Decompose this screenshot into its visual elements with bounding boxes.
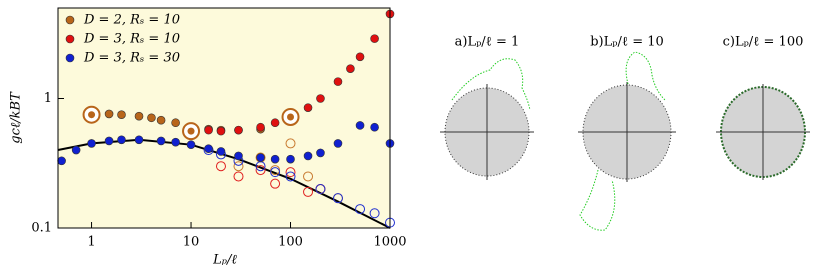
open-point bbox=[332, 193, 343, 204]
point bbox=[303, 151, 313, 161]
open-point bbox=[285, 167, 296, 178]
x-tick-label: 10 bbox=[183, 235, 200, 250]
y-axis-label: gcℓ/kBT bbox=[9, 91, 24, 144]
point bbox=[333, 77, 343, 86]
point bbox=[256, 122, 265, 132]
point bbox=[370, 34, 379, 43]
point bbox=[186, 140, 196, 149]
panel-b: b)Lₚ/ℓ = 10 bbox=[578, 35, 676, 231]
polymer bbox=[451, 58, 531, 111]
point bbox=[316, 94, 325, 103]
point bbox=[286, 154, 295, 164]
open-point bbox=[255, 165, 266, 176]
legend-marker bbox=[65, 53, 75, 63]
open-point bbox=[285, 171, 296, 182]
point bbox=[204, 125, 213, 135]
highlight-dot bbox=[187, 127, 195, 135]
point bbox=[346, 64, 355, 73]
point bbox=[234, 125, 243, 135]
point bbox=[134, 135, 144, 145]
point bbox=[234, 151, 243, 161]
x-axis-label: Lₚ/ℓ bbox=[212, 253, 237, 268]
point bbox=[104, 109, 114, 119]
open-point bbox=[303, 171, 314, 182]
point bbox=[87, 139, 96, 148]
point bbox=[104, 136, 114, 146]
polymer bbox=[579, 51, 666, 231]
open-point bbox=[215, 161, 226, 172]
point bbox=[216, 147, 226, 156]
y-tick-label: 1 bbox=[44, 91, 52, 106]
point bbox=[316, 148, 325, 158]
point bbox=[171, 137, 180, 147]
legend-marker bbox=[65, 34, 75, 44]
point bbox=[333, 139, 343, 148]
point bbox=[270, 154, 280, 164]
open-point bbox=[355, 204, 366, 215]
open-point bbox=[303, 186, 314, 197]
open-point bbox=[233, 171, 244, 182]
plot-background bbox=[58, 8, 390, 228]
point bbox=[216, 126, 226, 136]
legend-marker bbox=[65, 15, 75, 25]
fit-line bbox=[57, 138, 391, 229]
open-point bbox=[270, 167, 281, 178]
point bbox=[156, 136, 166, 146]
open-point bbox=[369, 208, 380, 219]
x-tick-label: 1 bbox=[87, 235, 95, 250]
panel-a: a)Lₚ/ℓ = 1 bbox=[440, 35, 534, 180]
point bbox=[370, 122, 379, 132]
open-point bbox=[285, 138, 296, 149]
legend-label: D = 2, Rₛ = 10 bbox=[83, 13, 180, 28]
point bbox=[57, 156, 66, 166]
point bbox=[117, 110, 126, 119]
point bbox=[117, 135, 126, 145]
point bbox=[303, 103, 313, 112]
point bbox=[147, 113, 156, 123]
point bbox=[270, 118, 280, 128]
plot-frame bbox=[57, 7, 391, 229]
point bbox=[156, 115, 166, 125]
open-point bbox=[270, 178, 281, 189]
panel-title: b)Lₚ/ℓ = 10 bbox=[590, 35, 664, 50]
legend-label: D = 3, Rₛ = 10 bbox=[83, 32, 180, 47]
panel-c: c)Lₚ/ℓ = 100 bbox=[716, 35, 810, 180]
y-tick-label: 0.1 bbox=[31, 221, 52, 236]
panel-title: c)Lₚ/ℓ = 100 bbox=[723, 35, 804, 50]
point bbox=[355, 121, 365, 130]
point bbox=[355, 52, 365, 62]
panel-title: a)Lₚ/ℓ = 1 bbox=[455, 35, 520, 50]
open-point bbox=[233, 161, 244, 172]
x-tick-label: 1000 bbox=[373, 235, 406, 250]
highlight-dot bbox=[287, 113, 295, 121]
point bbox=[71, 145, 81, 155]
point bbox=[171, 118, 180, 128]
x-tick-label: 100 bbox=[278, 235, 303, 250]
open-point bbox=[315, 184, 326, 195]
point bbox=[134, 111, 144, 121]
point bbox=[256, 153, 265, 162]
point bbox=[204, 144, 213, 153]
highlight-dot bbox=[88, 111, 96, 119]
legend-label: D = 3, Rₛ = 30 bbox=[83, 51, 180, 66]
